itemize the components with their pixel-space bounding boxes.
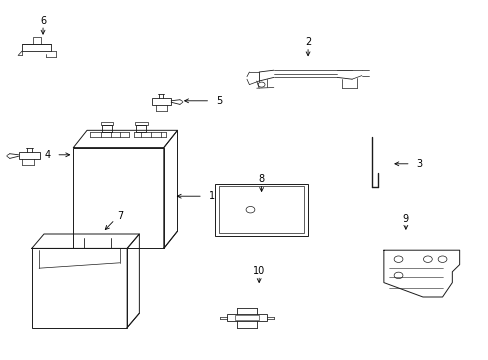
Text: 5: 5 xyxy=(216,96,222,106)
Bar xyxy=(73,148,163,248)
Bar xyxy=(101,122,113,125)
Bar xyxy=(32,248,127,328)
Bar xyxy=(151,98,171,105)
Bar xyxy=(219,186,304,233)
Text: 6: 6 xyxy=(40,16,46,26)
Bar xyxy=(19,152,40,159)
Bar xyxy=(22,44,51,51)
Bar xyxy=(215,184,307,236)
Bar xyxy=(135,122,147,125)
Bar xyxy=(102,125,112,132)
Bar xyxy=(227,314,266,321)
Bar xyxy=(33,37,41,44)
Bar xyxy=(136,125,146,132)
Text: 4: 4 xyxy=(44,150,50,160)
Text: 7: 7 xyxy=(117,211,123,221)
Bar xyxy=(234,315,259,320)
Text: 9: 9 xyxy=(402,214,408,224)
Text: 2: 2 xyxy=(305,37,310,48)
Text: 10: 10 xyxy=(252,266,265,276)
Text: 3: 3 xyxy=(416,159,422,169)
Text: 8: 8 xyxy=(258,174,264,184)
Text: 1: 1 xyxy=(208,191,214,201)
